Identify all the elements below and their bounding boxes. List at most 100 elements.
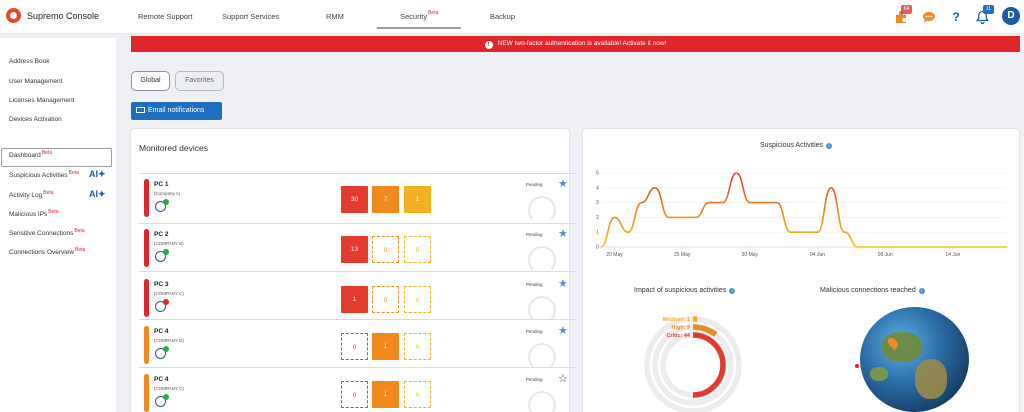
x-tick-label: 20 May bbox=[606, 252, 623, 258]
sidebar-item-dashboard[interactable]: DashboardBeta bbox=[9, 150, 52, 159]
chat-icon[interactable] bbox=[922, 10, 936, 24]
device-name[interactable]: PC 4 bbox=[154, 376, 169, 383]
filter-favorites[interactable]: Favorites bbox=[175, 71, 224, 91]
brand[interactable]: Supremo Console bbox=[6, 8, 99, 23]
sidebar-item-devices-activation[interactable]: Devices Activation bbox=[9, 116, 62, 123]
world-globe-map[interactable] bbox=[860, 307, 969, 412]
data-point bbox=[1006, 246, 1008, 248]
device-name[interactable]: PC 3 bbox=[154, 281, 169, 288]
critic-count[interactable]: 13 bbox=[341, 236, 368, 263]
medium-count[interactable]: 0 bbox=[404, 286, 431, 313]
alert-icon: ! bbox=[484, 41, 493, 49]
ai-sparkle-icon: AI✦ bbox=[89, 189, 106, 199]
sidebar-item-sensitive-connections[interactable]: Sensitive ConnectionsBeta bbox=[9, 228, 85, 237]
favorite-star-icon[interactable]: ★ bbox=[558, 178, 568, 190]
email-notifications-button[interactable]: Email notifications bbox=[131, 102, 222, 120]
ai-sparkle-icon: AI✦ bbox=[89, 169, 106, 179]
x-tick-label: 25 May bbox=[674, 252, 691, 258]
high-count[interactable]: 1 bbox=[372, 381, 399, 408]
device-user-icon bbox=[155, 301, 166, 312]
data-point bbox=[871, 246, 873, 248]
sidebar-item-label: Sensitive Connections bbox=[9, 230, 74, 237]
favorite-star-icon[interactable]: ★ bbox=[558, 278, 568, 290]
device-status-icon bbox=[163, 249, 169, 255]
info-icon[interactable]: i bbox=[918, 288, 925, 294]
device-row[interactable]: PC 3 (COMPANY C) 1 0 0 Pending ★ bbox=[144, 276, 576, 324]
info-icon[interactable]: i bbox=[826, 143, 833, 149]
device-company: (Company A) bbox=[154, 191, 181, 196]
data-point bbox=[789, 231, 792, 233]
y-tick-label: 1 bbox=[596, 230, 599, 236]
device-status-icon bbox=[163, 346, 169, 352]
help-icon[interactable]: ? bbox=[952, 10, 960, 24]
favorite-star-icon[interactable]: ☆ bbox=[558, 373, 568, 385]
high-count[interactable]: 7 bbox=[372, 186, 399, 213]
filter-global[interactable]: Global bbox=[131, 71, 170, 91]
beta-tag: Beta bbox=[48, 209, 59, 215]
pending-label: Pending bbox=[526, 377, 543, 382]
device-company: (COMPANY C) bbox=[154, 291, 184, 296]
connection-marker-icon[interactable] bbox=[855, 364, 859, 368]
data-point bbox=[668, 216, 670, 218]
high-count[interactable]: 0 bbox=[372, 236, 399, 263]
row-separator bbox=[139, 223, 576, 224]
critic-count[interactable]: 30 bbox=[341, 186, 368, 213]
info-icon[interactable]: i bbox=[729, 288, 736, 294]
device-row[interactable]: PC 1 (Company A) 30 7 1 Pending ★ bbox=[144, 176, 576, 224]
tab-support-services[interactable]: Support Services bbox=[222, 12, 280, 21]
puzzle-icon[interactable] bbox=[894, 10, 908, 24]
favorite-star-icon[interactable]: ★ bbox=[558, 228, 568, 240]
sidebar-item-malicious-ips[interactable]: Malicious IPsBeta bbox=[9, 209, 59, 218]
pending-label: Pending bbox=[526, 182, 543, 187]
data-point bbox=[722, 202, 724, 204]
high-count[interactable]: 1 bbox=[372, 333, 399, 360]
sidebar-item-address-book[interactable]: Address Book bbox=[9, 58, 50, 65]
card-title: Monitored devices bbox=[139, 143, 208, 153]
sidebar-item-user-management[interactable]: User Management bbox=[9, 78, 63, 85]
avatar[interactable]: D bbox=[1002, 7, 1020, 25]
device-company: (COMPANY C) bbox=[154, 386, 184, 391]
tab-security[interactable]: SecurityBeta bbox=[400, 10, 438, 21]
tab-backup[interactable]: Backup bbox=[490, 12, 516, 21]
tab-remote-support[interactable]: Remote Support bbox=[138, 12, 193, 21]
y-tick-label: 3 bbox=[596, 200, 599, 206]
data-point bbox=[911, 246, 913, 248]
x-tick-label: 30 May bbox=[742, 252, 759, 258]
device-name[interactable]: PC 2 bbox=[154, 231, 169, 238]
medium-count[interactable]: 0 bbox=[404, 333, 431, 360]
medium-count[interactable]: 0 bbox=[404, 381, 431, 408]
critic-count[interactable]: 1 bbox=[341, 286, 368, 313]
tab-rmm[interactable]: RMM bbox=[326, 12, 344, 21]
sidebar-item-label: Suspicious Activities bbox=[9, 172, 68, 179]
device-row[interactable]: PC 4 (COMPANY C) 0 1 0 Pending ☆ bbox=[144, 371, 576, 412]
device-name[interactable]: PC 1 bbox=[154, 181, 169, 188]
ai-label: AI bbox=[89, 189, 98, 199]
sidebar-item-label: Connections Overview bbox=[9, 249, 75, 256]
device-row[interactable]: PC 4 (COMPANY D) 0 1 0 Pending ★ bbox=[144, 323, 576, 371]
critic-count[interactable]: 0 bbox=[341, 333, 368, 360]
high-count[interactable]: 0 bbox=[372, 286, 399, 313]
beta-tag: Beta bbox=[43, 190, 54, 196]
data-point bbox=[816, 231, 819, 233]
sidebar: Address Book User Management Licenses Ma… bbox=[0, 38, 116, 412]
favorite-star-icon[interactable]: ★ bbox=[558, 325, 568, 337]
device-status-icon bbox=[163, 199, 169, 205]
medium-count[interactable]: 0 bbox=[404, 236, 431, 263]
globe-landmass bbox=[870, 367, 888, 381]
device-row[interactable]: PC 2 (COMPANY B) 13 0 0 Pending ★ bbox=[144, 226, 576, 274]
device-name[interactable]: PC 4 bbox=[154, 328, 169, 335]
critic-count[interactable]: 0 bbox=[341, 381, 368, 408]
sidebar-item-suspicious-activities[interactable]: Suspicious ActivitiesBeta bbox=[9, 170, 79, 179]
sidebar-item-licenses-management[interactable]: Licenses Management bbox=[9, 97, 75, 104]
data-point bbox=[681, 216, 683, 218]
data-point bbox=[776, 202, 778, 204]
data-point bbox=[613, 216, 616, 218]
data-point bbox=[627, 231, 629, 233]
medium-count[interactable]: 1 bbox=[404, 186, 431, 213]
two-factor-banner[interactable]: ! NEW two-factor authentication is availa… bbox=[131, 36, 1020, 52]
mail-icon bbox=[136, 107, 145, 113]
sidebar-item-activity-log[interactable]: Activity LogBeta bbox=[9, 190, 54, 199]
sidebar-item-connections-overview[interactable]: Connections OverviewBeta bbox=[9, 247, 85, 256]
data-point bbox=[884, 246, 886, 248]
impact-arc bbox=[692, 324, 718, 337]
